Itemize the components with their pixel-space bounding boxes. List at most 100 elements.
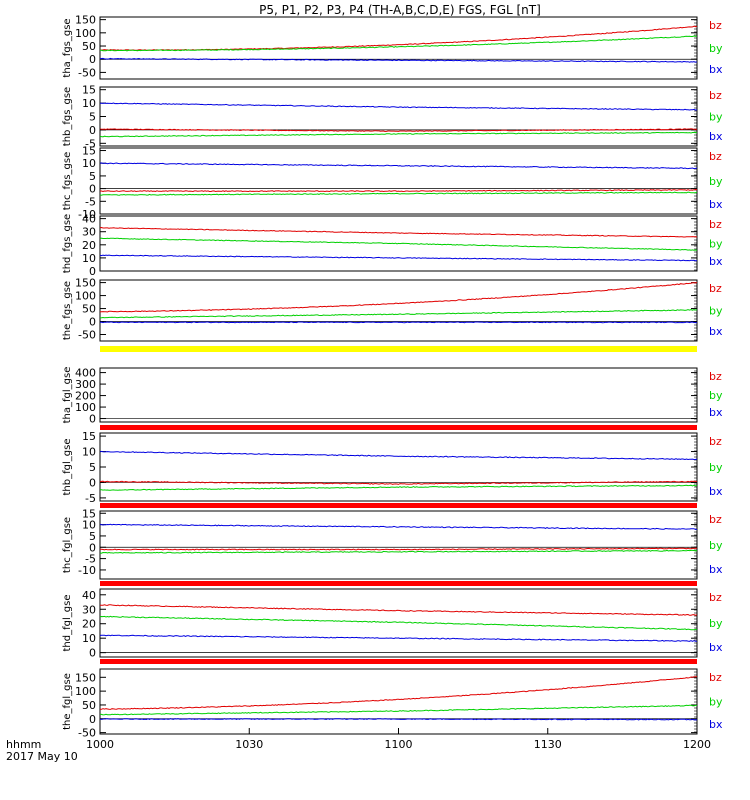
panel-thb_fgl_gse: 15 10 5 0 -5 thb_fgl_gse bz by bx xyxy=(62,430,723,508)
series-bx xyxy=(99,102,698,111)
y-tick-label: 200 xyxy=(75,390,96,403)
legend-by: by xyxy=(709,461,723,474)
y-tick-label: -50 xyxy=(78,66,96,79)
series-bz xyxy=(99,547,698,551)
series-by xyxy=(99,35,698,52)
y-tick-label: 20 xyxy=(82,239,96,252)
legend-by: by xyxy=(709,389,723,402)
x-tick-label: 1030 xyxy=(235,738,263,751)
y-tick-label: -50 xyxy=(78,727,96,740)
status-bar-red_bar xyxy=(100,659,697,664)
y-axis-label: the_fgl_gse xyxy=(62,673,73,730)
y-tick-label: 150 xyxy=(75,14,96,27)
legend-by: by xyxy=(709,111,723,124)
x-tick-label: 1130 xyxy=(534,738,562,751)
x-axis: 1000 1030 1100 1130 1200 xyxy=(86,728,711,751)
legend-bz: bz xyxy=(709,89,722,102)
y-tick-label: 10 xyxy=(82,157,96,170)
y-tick-label: 0 xyxy=(89,713,96,726)
legend-bx: bx xyxy=(709,255,723,268)
y-tick-label: 50 xyxy=(82,40,96,53)
series-bx xyxy=(99,321,697,324)
legend-bx: bx xyxy=(709,63,723,76)
series-by xyxy=(100,484,698,491)
legend-bx: bx xyxy=(709,198,723,211)
x-tick-label: 1200 xyxy=(683,738,711,751)
y-axis-label: thd_fgl_gse xyxy=(62,595,73,652)
y-tick-label: 100 xyxy=(75,685,96,698)
series-bx xyxy=(99,162,698,170)
y-tick-label: 100 xyxy=(75,27,96,40)
panel-frame xyxy=(99,668,698,735)
y-axis-label: thb_fgs_gse xyxy=(62,87,73,146)
y-tick-label: -10 xyxy=(78,564,96,577)
y-tick-label: 20 xyxy=(82,618,96,631)
y-tick-label: 10 xyxy=(82,446,96,459)
panel-frame xyxy=(99,147,698,215)
panel-frame xyxy=(99,510,698,580)
series-by xyxy=(99,131,698,138)
y-axis-label: tha_fgs_gse xyxy=(62,18,73,77)
y-axis-label: thd_fgs_gse xyxy=(62,214,73,273)
y-tick-label: 100 xyxy=(75,401,96,414)
series-bz xyxy=(100,604,698,616)
series-bx xyxy=(99,718,698,721)
legend-bx: bx xyxy=(709,485,723,498)
y-tick-label: -5 xyxy=(85,492,96,505)
y-tick-label: 5 xyxy=(89,111,96,124)
panel-frame xyxy=(99,86,698,147)
y-tick-label: 400 xyxy=(75,367,96,380)
chart-title: P5, P1, P2, P3, P4 (TH-A,B,C,D,E) FGS, F… xyxy=(259,3,541,17)
series-bx xyxy=(99,57,698,63)
series-bz xyxy=(99,676,697,710)
status-bar-yellow_bar xyxy=(100,346,697,352)
y-tick-label: 15 xyxy=(82,430,96,443)
y-tick-label: 10 xyxy=(82,252,96,265)
legend-bz: bz xyxy=(709,591,722,604)
y-tick-label: 0 xyxy=(89,183,96,196)
y-tick-label: 5 xyxy=(89,170,96,183)
y-tick-label: 50 xyxy=(82,699,96,712)
y-tick-label: 50 xyxy=(82,303,96,316)
legend-bz: bz xyxy=(709,370,722,383)
x-tick-label: 1100 xyxy=(385,738,413,751)
y-tick-label: -5 xyxy=(85,553,96,566)
legend-by: by xyxy=(709,238,723,251)
y-tick-label: -5 xyxy=(85,137,96,150)
legend-by: by xyxy=(709,175,723,188)
x-axis-label-date: 2017 May 10 xyxy=(6,750,78,763)
y-axis-label: thc_fgs_gse xyxy=(62,152,73,211)
y-tick-label: 10 xyxy=(82,632,96,645)
y-tick-label: 40 xyxy=(82,589,96,602)
series-by xyxy=(99,704,697,716)
legend-bz: bz xyxy=(709,513,722,526)
legend-bz: bz xyxy=(709,150,722,163)
legend-by: by xyxy=(709,696,723,709)
y-tick-label: 30 xyxy=(82,226,96,239)
legend-by: by xyxy=(709,617,723,630)
y-tick-label: 15 xyxy=(82,145,96,158)
panel-frame xyxy=(99,16,698,80)
x-axis-label-hhmm: hhmm xyxy=(6,738,41,751)
series-bx xyxy=(99,523,698,531)
legend-by: by xyxy=(709,305,723,318)
series-bz xyxy=(99,480,697,485)
series-by xyxy=(99,191,698,196)
y-tick-label: 0 xyxy=(89,541,96,554)
y-tick-label: 15 xyxy=(82,507,96,520)
legend-bx: bx xyxy=(709,563,723,576)
y-tick-label: 0 xyxy=(89,316,96,329)
series-by xyxy=(99,237,698,251)
y-tick-label: 5 xyxy=(89,461,96,474)
y-tick-label: 300 xyxy=(75,378,96,391)
series-bx xyxy=(99,254,698,262)
y-tick-label: 0 xyxy=(89,124,96,137)
panel-frame xyxy=(99,279,698,342)
